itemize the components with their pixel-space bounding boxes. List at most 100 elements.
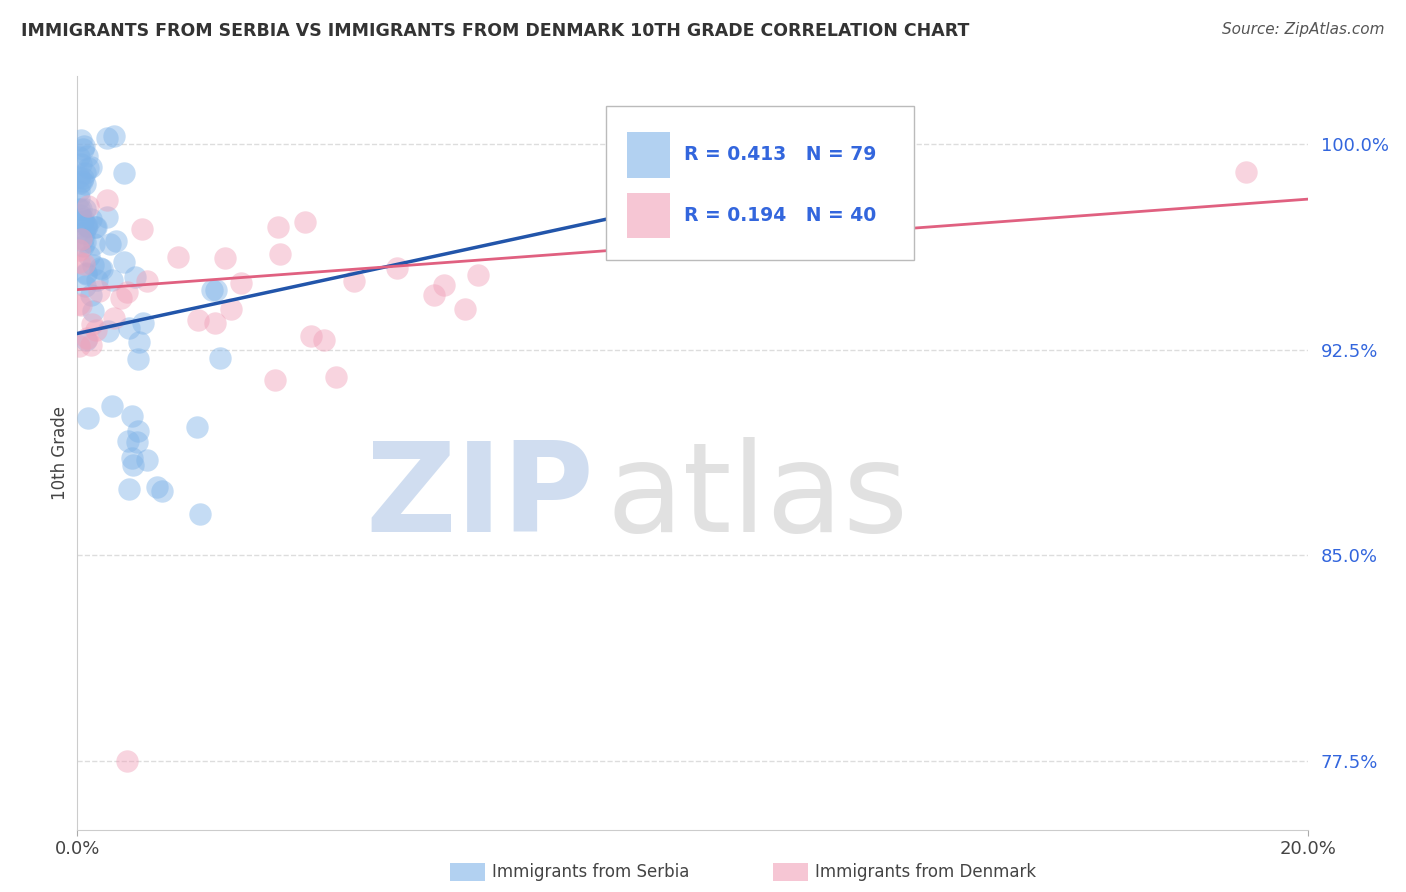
Text: IMMIGRANTS FROM SERBIA VS IMMIGRANTS FROM DENMARK 10TH GRADE CORRELATION CHART: IMMIGRANTS FROM SERBIA VS IMMIGRANTS FRO… bbox=[21, 22, 970, 40]
Point bbox=[75, 166, 97, 180]
Point bbox=[77, 249, 100, 263]
Point bbox=[423, 288, 446, 302]
Point bbox=[208, 351, 231, 365]
Point bbox=[103, 129, 125, 144]
Point bbox=[121, 450, 143, 465]
Point bbox=[91, 261, 114, 276]
Point bbox=[146, 480, 169, 494]
Point bbox=[73, 177, 96, 191]
Point bbox=[67, 202, 90, 216]
Point bbox=[80, 211, 103, 226]
Point bbox=[67, 169, 90, 184]
Text: Immigrants from Denmark: Immigrants from Denmark bbox=[815, 863, 1036, 881]
Point bbox=[101, 399, 124, 413]
Point bbox=[72, 238, 94, 252]
Point bbox=[73, 202, 96, 217]
Point bbox=[84, 219, 107, 234]
Point bbox=[72, 171, 94, 186]
Y-axis label: 10th Grade: 10th Grade bbox=[51, 406, 69, 500]
Point bbox=[72, 231, 94, 245]
Point bbox=[110, 291, 132, 305]
Point bbox=[96, 193, 118, 207]
Point bbox=[269, 247, 291, 261]
Point bbox=[1234, 165, 1257, 179]
Point bbox=[73, 226, 96, 240]
Point bbox=[82, 317, 104, 331]
Point bbox=[72, 142, 94, 156]
Point bbox=[132, 316, 155, 330]
Point bbox=[115, 754, 138, 768]
Point bbox=[229, 277, 252, 291]
Point bbox=[75, 235, 97, 249]
Point bbox=[96, 211, 118, 225]
Point bbox=[69, 208, 91, 222]
Point bbox=[75, 218, 97, 232]
Point bbox=[76, 331, 98, 345]
Point bbox=[343, 274, 366, 288]
Point bbox=[454, 301, 477, 316]
Point bbox=[75, 333, 97, 347]
Point bbox=[80, 338, 103, 352]
Point bbox=[219, 301, 242, 316]
Point bbox=[188, 508, 212, 522]
Point bbox=[89, 260, 111, 275]
Point bbox=[264, 373, 287, 387]
Point bbox=[131, 221, 153, 235]
Point bbox=[70, 232, 93, 246]
Point bbox=[84, 220, 107, 235]
Point bbox=[294, 215, 316, 229]
Point bbox=[117, 434, 139, 448]
Point bbox=[115, 285, 138, 299]
Bar bbox=[627, 132, 671, 178]
Point bbox=[72, 212, 94, 227]
Point bbox=[299, 329, 322, 343]
Point bbox=[104, 234, 127, 248]
Point bbox=[127, 425, 149, 439]
Point bbox=[112, 255, 135, 269]
Point bbox=[70, 202, 93, 216]
Text: R = 0.413   N = 79: R = 0.413 N = 79 bbox=[683, 145, 876, 164]
Text: R = 0.194   N = 40: R = 0.194 N = 40 bbox=[683, 206, 876, 225]
Point bbox=[76, 161, 98, 175]
Point bbox=[204, 316, 226, 330]
Text: atlas: atlas bbox=[606, 437, 908, 558]
Point bbox=[76, 148, 98, 162]
Point bbox=[152, 484, 174, 499]
Point bbox=[67, 255, 90, 269]
Point bbox=[201, 283, 224, 297]
Point bbox=[86, 273, 108, 287]
Point bbox=[70, 173, 93, 187]
Point bbox=[167, 250, 190, 264]
Point bbox=[67, 243, 90, 257]
Point bbox=[77, 411, 100, 425]
Point bbox=[186, 420, 208, 434]
Point bbox=[312, 333, 335, 347]
Point bbox=[69, 176, 91, 190]
Point bbox=[70, 214, 93, 228]
Point bbox=[84, 323, 107, 337]
Point bbox=[82, 303, 104, 318]
Point bbox=[67, 191, 90, 205]
Point bbox=[76, 219, 98, 233]
Point bbox=[67, 297, 90, 311]
Point bbox=[103, 311, 125, 326]
Point bbox=[98, 237, 121, 252]
Point bbox=[128, 334, 150, 349]
Point bbox=[67, 150, 90, 164]
Point bbox=[83, 237, 105, 252]
Point bbox=[124, 269, 146, 284]
Point bbox=[73, 139, 96, 153]
Point bbox=[467, 268, 489, 283]
Point bbox=[127, 434, 149, 449]
Point bbox=[267, 219, 290, 234]
Text: ZIP: ZIP bbox=[366, 437, 595, 558]
Point bbox=[101, 273, 124, 287]
Point bbox=[118, 320, 141, 334]
Point bbox=[112, 166, 135, 180]
Point bbox=[96, 131, 118, 145]
Point bbox=[80, 288, 103, 302]
Point bbox=[121, 458, 143, 472]
Point bbox=[75, 267, 97, 281]
Point bbox=[118, 482, 141, 496]
Point bbox=[127, 351, 149, 366]
